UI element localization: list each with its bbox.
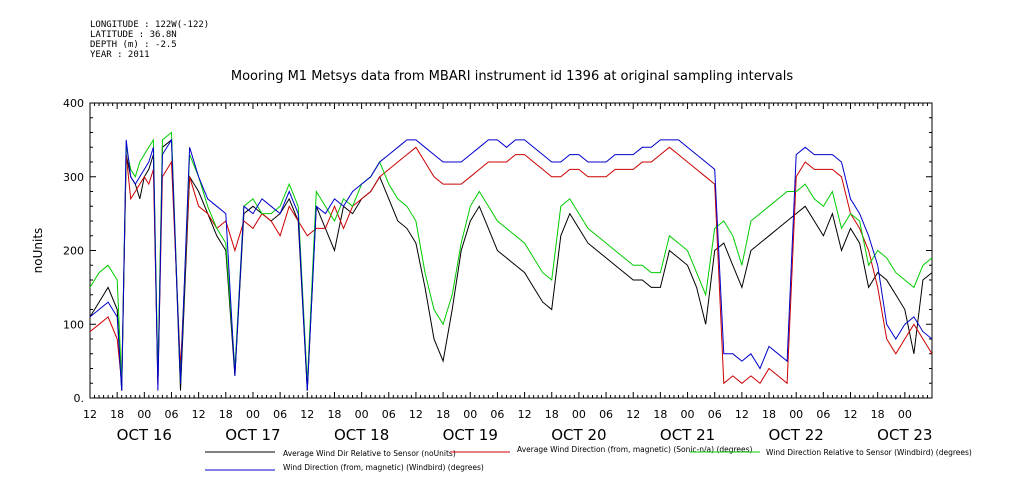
legend-label: Wind Direction (from, magnetic) (Windbir…	[283, 463, 484, 472]
metadata-block: LONGITUDE : 122W(-122) LATITUDE : 36.8N …	[90, 20, 209, 60]
day-label: OCT 18	[334, 426, 389, 444]
y-tick-label: 100	[63, 318, 84, 331]
x-tick-label: 18	[762, 408, 776, 421]
longitude-text: LONGITUDE : 122W(-122)	[90, 20, 210, 30]
day-label: OCT 16	[117, 426, 172, 444]
x-tick-label: 06	[273, 408, 287, 421]
x-tick-label: 12	[83, 408, 97, 421]
x-tick-label: 18	[545, 408, 559, 421]
x-tick-label: 06	[490, 408, 504, 421]
x-tick-label: 06	[382, 408, 396, 421]
plot-series	[89, 131, 933, 391]
day-label: OCT 20	[551, 426, 606, 444]
x-tick-label: 12	[300, 408, 314, 421]
x-tick-label: 00	[137, 408, 151, 421]
x-tick-label: 12	[409, 408, 423, 421]
series-line	[89, 146, 933, 385]
x-tick-label: 18	[653, 408, 667, 421]
y-tick-label: 200	[63, 245, 84, 258]
x-tick-label: 06	[164, 408, 178, 421]
legend-label: Average Wind Dir Relative to Sensor (noU…	[283, 449, 456, 458]
x-tick-label: 06	[816, 408, 830, 421]
x-tick-label: 00	[898, 408, 912, 421]
series-line	[89, 138, 933, 391]
x-tick-label: 00	[681, 408, 695, 421]
y-tick-labels: 0. 100 200 300 400	[63, 97, 84, 405]
x-tick-label: 12	[626, 408, 640, 421]
y-axis-label: noUnits	[31, 228, 45, 274]
x-tick-label: 00	[572, 408, 586, 421]
legend-label: Wind Direction Relative to Sensor (Windb…	[766, 448, 972, 457]
day-label: OCT 23	[877, 426, 932, 444]
x-tick-label: 18	[436, 408, 450, 421]
day-labels: OCT 16 OCT 17 OCT 18 OCT 19 OCT 20 OCT 21 OCT …	[117, 426, 933, 444]
y-tick-label: 400	[63, 97, 84, 110]
year-text: YEAR : 2011	[90, 50, 150, 60]
legend-label: Average Wind Direction (from, magnetic) …	[517, 445, 753, 454]
x-tick-label: 12	[518, 408, 532, 421]
series-line	[89, 138, 933, 391]
chart-title: Mooring M1 Metsys data from MBARI instru…	[231, 69, 793, 84]
y-tick-label: 0.	[74, 392, 85, 405]
x-tick-label: 00	[355, 408, 369, 421]
axis-ticks	[89, 102, 933, 399]
day-label: OCT 22	[769, 426, 824, 444]
day-label: OCT 17	[225, 426, 280, 444]
y-tick-label: 300	[63, 171, 84, 184]
legend: Average Wind Dir Relative to Sensor (noU…	[205, 445, 972, 472]
x-tick-label: 00	[246, 408, 260, 421]
x-tick-label: 06	[599, 408, 613, 421]
x-tick-label: 00	[463, 408, 477, 421]
x-tick-label: 12	[844, 408, 858, 421]
x-tick-label: 18	[219, 408, 233, 421]
x-tick-label: 12	[192, 408, 206, 421]
x-tick-label: 00	[789, 408, 803, 421]
x-tick-label: 12	[735, 408, 749, 421]
x-tick-labels: 12 18 00 06 12 18 00 06 12 18 00 06 12 18 00 06 12 18 00 06…	[83, 408, 912, 421]
day-label: OCT 19	[443, 426, 498, 444]
x-tick-label: 18	[871, 408, 885, 421]
x-tick-label: 06	[708, 408, 722, 421]
day-label: OCT 21	[660, 426, 715, 444]
depth-text: DEPTH (m) : -2.5	[90, 40, 177, 50]
x-tick-label: 18	[110, 408, 124, 421]
latitude-text: LATITUDE : 36.8N	[90, 30, 177, 40]
x-tick-label: 18	[327, 408, 341, 421]
series-line	[89, 131, 933, 384]
